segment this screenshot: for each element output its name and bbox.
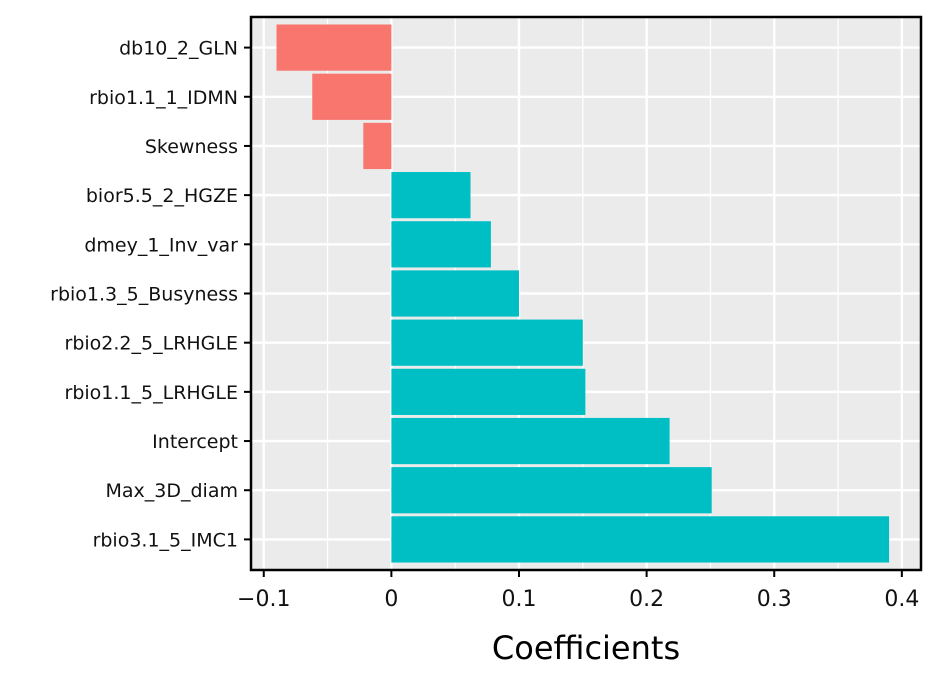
y-axis: db10_2_GLN rbio1.1_1_IDMN Skewness bior5.5_… [50, 38, 251, 551]
bar-intercept [391, 417, 670, 465]
bar-rbio1-3-5-busyness [391, 270, 519, 317]
x-axis: −0.1 0 0.1 0.2 0.3 0.4 [237, 570, 919, 612]
y-tick-label: db10_2_GLN [119, 38, 238, 60]
x-tick-label: 0.4 [884, 587, 919, 612]
x-tick-label: 0.3 [757, 587, 792, 612]
bar-rbio1-1-1-idmn [312, 73, 392, 120]
y-tick-label: bior5.5_2_HGZE [86, 185, 238, 207]
bar-rbio2-2-5-lrhgle [391, 319, 583, 366]
x-tick-label: 0.2 [629, 587, 664, 612]
bar-db10-2-gln [276, 24, 392, 71]
x-tick-label: 0 [384, 587, 398, 612]
y-tick-label: rbio3.1_5_IMC1 [93, 529, 238, 551]
bar-rbio3-1-5-imc1 [391, 516, 890, 563]
x-axis-title: Coefficients [492, 629, 680, 667]
y-tick-label: rbio1.3_5_Busyness [50, 284, 238, 306]
y-tick-label: dmey_1_Inv_var [84, 234, 238, 256]
y-tick-label: rbio2.2_5_LRHGLE [65, 333, 238, 355]
y-tick-label: rbio1.1_5_LRHGLE [65, 382, 238, 404]
x-tick-label: −0.1 [237, 587, 290, 612]
y-tick-label: Intercept [152, 431, 238, 453]
bar-rbio1-1-5-lrhgle [391, 368, 586, 415]
y-tick-label: rbio1.1_1_IDMN [89, 87, 238, 109]
bar-skewness [363, 122, 392, 170]
x-tick-label: 0.1 [502, 587, 537, 612]
y-tick-label: Skewness [145, 136, 238, 158]
bar-dmey-1-inv-var [391, 221, 491, 268]
bars [276, 24, 890, 563]
bar-bior5-5-2-hgze [391, 172, 471, 219]
bar-max-3d-diam [391, 467, 712, 514]
y-tick-label: Max_3D_diam [106, 480, 239, 502]
